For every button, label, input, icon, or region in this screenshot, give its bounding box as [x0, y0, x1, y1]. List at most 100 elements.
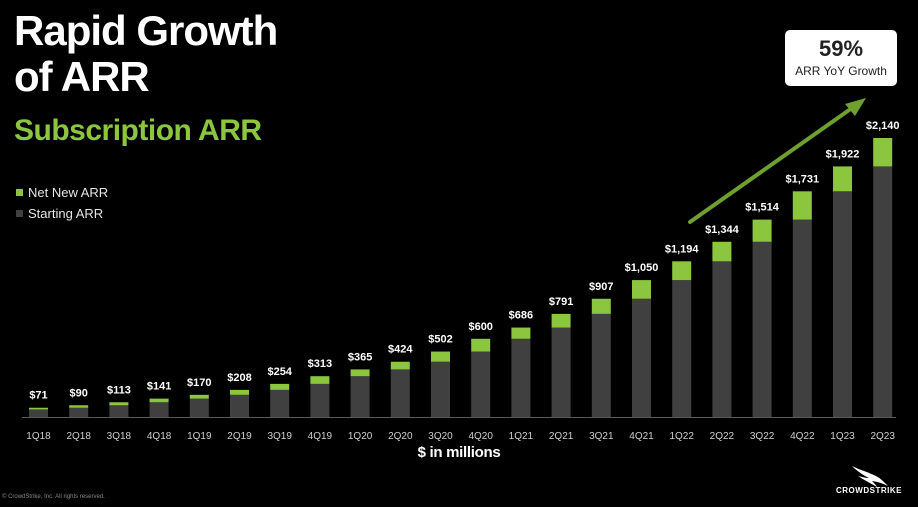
- logo-wordmark: CROWDSTRIKE: [836, 486, 902, 495]
- x-tick-label: 4Q22: [790, 431, 815, 442]
- x-tick-label: 1Q20: [348, 431, 373, 442]
- data-label: $313: [308, 358, 332, 370]
- x-tick-label: 1Q21: [509, 431, 534, 442]
- bar-net-new-arr: [149, 398, 169, 403]
- bar-starting-arr: [833, 191, 852, 417]
- data-label: $365: [348, 351, 372, 363]
- callout-value: 59%: [818, 36, 864, 61]
- bar-starting-arr: [792, 219, 812, 417]
- x-tick-label: 2Q21: [549, 431, 574, 442]
- x-tick-label: 3Q19: [267, 431, 292, 442]
- legend-label-net-new: Net New ARR: [28, 185, 109, 200]
- bar-starting-arr: [752, 241, 772, 417]
- data-label: $141: [147, 381, 171, 393]
- data-label: $424: [388, 344, 413, 356]
- data-label: $600: [468, 321, 492, 333]
- slide-subtitle: Subscription ARR: [14, 114, 262, 147]
- bar-net-new-arr: [109, 402, 129, 406]
- bar-starting-arr: [632, 298, 651, 417]
- x-tick-label: 1Q19: [187, 431, 212, 442]
- bar-starting-arr: [29, 409, 48, 417]
- x-tick-label: 3Q18: [107, 431, 132, 442]
- chart-legend: Net New ARR Starting ARR: [16, 182, 108, 224]
- growth-arrow-line: [688, 106, 854, 224]
- data-label: $1,194: [665, 243, 700, 255]
- copyright-text: © CrowdStrike, Inc. All rights reserved.: [2, 494, 105, 500]
- bar-net-new-arr: [350, 369, 370, 377]
- bar-net-new-arr: [270, 383, 290, 390]
- data-label: $1,344: [705, 224, 740, 236]
- x-tick-label: 2Q20: [388, 431, 413, 442]
- data-label: $1,514: [745, 202, 780, 214]
- bar-starting-arr: [350, 376, 370, 417]
- bar-net-new-arr: [511, 327, 531, 339]
- unit-label: $ in millions: [417, 444, 501, 461]
- bar-net-new-arr: [873, 138, 893, 167]
- growth-arrow-head: [845, 98, 866, 116]
- x-tick-label: 2Q19: [227, 431, 252, 442]
- crowdstrike-logo: CROWDSTRIKE: [836, 464, 912, 500]
- bar-starting-arr: [149, 402, 169, 417]
- bar-starting-arr: [230, 394, 249, 417]
- bar-starting-arr: [189, 398, 209, 417]
- data-label: $254: [267, 366, 292, 378]
- bar-starting-arr: [511, 338, 531, 417]
- bar-net-new-arr: [69, 405, 89, 408]
- bar-net-new-arr: [551, 313, 571, 328]
- legend-item-starting: Starting ARR: [16, 203, 108, 224]
- data-label: $502: [428, 334, 452, 346]
- x-tick-label: 3Q21: [589, 431, 614, 442]
- bar-starting-arr: [270, 389, 290, 417]
- data-label: $1,922: [826, 148, 860, 160]
- data-label: $71: [29, 390, 47, 402]
- legend-label-starting: Starting ARR: [28, 206, 104, 221]
- x-tick-label: 3Q20: [428, 431, 453, 442]
- x-tick-label: 2Q18: [66, 431, 91, 442]
- bar-net-new-arr: [792, 191, 812, 220]
- data-label: $907: [589, 281, 613, 293]
- legend-swatch-net-new: [16, 189, 23, 196]
- x-tick-label: 3Q22: [750, 431, 775, 442]
- x-tick-label: 1Q22: [669, 431, 694, 442]
- bar-starting-arr: [69, 407, 89, 417]
- legend-swatch-starting: [16, 210, 23, 217]
- bar-starting-arr: [591, 313, 611, 417]
- legend-item-net-new: Net New ARR: [16, 182, 108, 203]
- data-label: $170: [187, 377, 211, 389]
- x-tick-label: 2Q23: [870, 431, 895, 442]
- x-tick-label: 4Q18: [147, 431, 172, 442]
- data-label: $113: [107, 384, 131, 396]
- data-label: $686: [509, 310, 533, 322]
- bar-net-new-arr: [833, 166, 852, 192]
- bar-starting-arr: [551, 327, 571, 417]
- bar-net-new-arr: [632, 280, 651, 299]
- bar-net-new-arr: [29, 407, 48, 410]
- data-label: $2,140: [866, 120, 900, 132]
- growth-callout: 59% ARR YoY Growth: [785, 30, 897, 86]
- callout-label: ARR YoY Growth: [795, 64, 887, 78]
- data-label: $791: [549, 296, 573, 308]
- x-tick-label: 4Q19: [308, 431, 333, 442]
- bar-starting-arr: [672, 280, 692, 417]
- bar-starting-arr: [390, 369, 410, 417]
- x-tick-label: 2Q22: [710, 431, 735, 442]
- bar-net-new-arr: [230, 389, 249, 395]
- bar-net-new-arr: [591, 298, 611, 314]
- bar-starting-arr: [431, 361, 450, 417]
- falcon-icon: [852, 466, 888, 487]
- bar-net-new-arr: [672, 261, 692, 281]
- bar-net-new-arr: [752, 219, 772, 242]
- bar-net-new-arr: [712, 241, 732, 262]
- x-tick-label: 4Q20: [468, 431, 493, 442]
- slide-title: Rapid Growth of ARR: [14, 7, 278, 100]
- data-label: $208: [227, 372, 251, 384]
- data-label: $1,050: [625, 262, 659, 274]
- x-tick-label: 4Q21: [629, 431, 654, 442]
- bar-starting-arr: [471, 351, 491, 417]
- data-label: $1,731: [785, 173, 819, 185]
- bar-starting-arr: [109, 405, 129, 417]
- bar-net-new-arr: [310, 376, 330, 384]
- x-tick-label: 1Q18: [26, 431, 51, 442]
- bar-net-new-arr: [431, 351, 450, 362]
